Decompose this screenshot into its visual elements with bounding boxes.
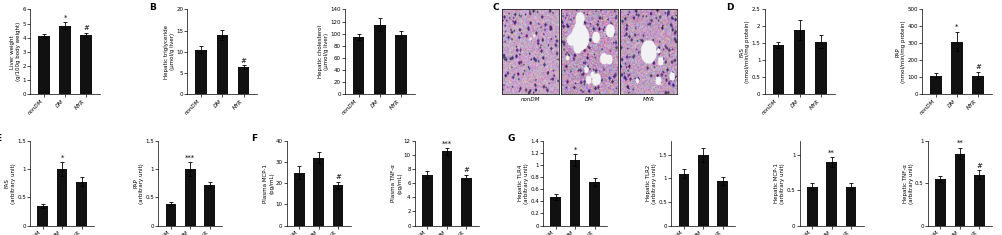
Y-axis label: Hepatic cholesterol
(μmol/g liver): Hepatic cholesterol (μmol/g liver) <box>318 25 329 78</box>
Bar <box>717 181 728 226</box>
Text: #: # <box>83 25 89 31</box>
Y-axis label: Hepatic TNF-α
(arbitrary unit): Hepatic TNF-α (arbitrary unit) <box>903 163 914 204</box>
Bar <box>422 175 433 226</box>
Y-axis label: Hepatic TLR2
(arbitrary unit): Hepatic TLR2 (arbitrary unit) <box>646 163 657 204</box>
Bar <box>38 36 50 94</box>
Y-axis label: Plasma MCP-1
(pg/mL): Plasma MCP-1 (pg/mL) <box>264 164 274 203</box>
Bar <box>461 178 472 226</box>
Text: ***: *** <box>185 155 195 161</box>
X-axis label: nonDM: nonDM <box>521 97 540 102</box>
Bar <box>353 37 365 94</box>
Bar <box>698 155 708 226</box>
Bar <box>80 35 92 94</box>
Y-axis label: Hepatic MCP-1
(arbitrary unit): Hepatic MCP-1 (arbitrary unit) <box>775 163 786 204</box>
Y-axis label: Hepatic TLR4
(arbitrary unit): Hepatic TLR4 (arbitrary unit) <box>518 163 529 204</box>
Bar <box>395 35 407 94</box>
Bar <box>237 67 249 94</box>
Bar <box>930 75 942 94</box>
Text: *: * <box>60 155 64 161</box>
Text: #: # <box>975 64 981 70</box>
Y-axis label: FAS
(nmol/min/mg protein): FAS (nmol/min/mg protein) <box>739 20 750 83</box>
Text: *: * <box>573 147 577 153</box>
Bar <box>37 206 48 226</box>
Bar <box>57 169 67 226</box>
Bar <box>314 158 324 226</box>
Bar <box>951 42 963 94</box>
Bar <box>846 187 857 226</box>
Bar <box>442 151 452 226</box>
Bar <box>333 185 344 226</box>
Bar <box>165 204 176 226</box>
X-axis label: DM: DM <box>585 97 594 102</box>
Bar <box>550 196 561 226</box>
Text: #: # <box>976 163 982 169</box>
Bar <box>773 45 785 94</box>
X-axis label: MYR: MYR <box>642 97 654 102</box>
Bar <box>794 30 806 94</box>
Bar <box>374 24 386 94</box>
Bar <box>195 50 207 94</box>
Bar <box>76 181 87 226</box>
Text: #: # <box>240 58 246 64</box>
Y-axis label: Liver weight
(g/100g body weight): Liver weight (g/100g body weight) <box>10 22 21 81</box>
Text: ***: *** <box>442 141 452 147</box>
Y-axis label: Plasma TNF-α
(pg/mL): Plasma TNF-α (pg/mL) <box>392 164 402 202</box>
Bar <box>59 26 71 94</box>
Bar <box>955 153 965 226</box>
Bar <box>185 169 195 226</box>
Bar <box>815 42 827 94</box>
Bar <box>974 175 985 226</box>
Y-axis label: PAP
(nmol/min/mg protein): PAP (nmol/min/mg protein) <box>895 20 906 83</box>
Bar <box>589 182 600 226</box>
Text: *: * <box>63 15 67 21</box>
Bar <box>204 185 215 226</box>
Text: #: # <box>463 167 469 173</box>
Text: G: G <box>508 134 515 143</box>
Text: **: ** <box>957 140 963 146</box>
Bar <box>972 75 984 94</box>
Bar <box>678 174 689 226</box>
Text: B: B <box>149 3 156 12</box>
Bar <box>294 173 305 226</box>
Bar <box>807 187 818 226</box>
Text: *: * <box>955 24 959 30</box>
Text: F: F <box>252 134 258 143</box>
Text: #: # <box>335 174 341 180</box>
Y-axis label: Hepatic triglyceride
(μmol/g liver): Hepatic triglyceride (μmol/g liver) <box>164 25 175 79</box>
Bar <box>216 35 228 94</box>
Bar <box>827 162 837 226</box>
Text: D: D <box>726 3 733 12</box>
Y-axis label: FAS
(arbitrary unit): FAS (arbitrary unit) <box>5 163 16 204</box>
Bar <box>570 160 580 226</box>
Bar <box>935 179 946 226</box>
Text: **: ** <box>829 150 835 156</box>
Y-axis label: PAP
(arbitrary unit): PAP (arbitrary unit) <box>133 163 144 204</box>
Text: C: C <box>492 3 499 12</box>
